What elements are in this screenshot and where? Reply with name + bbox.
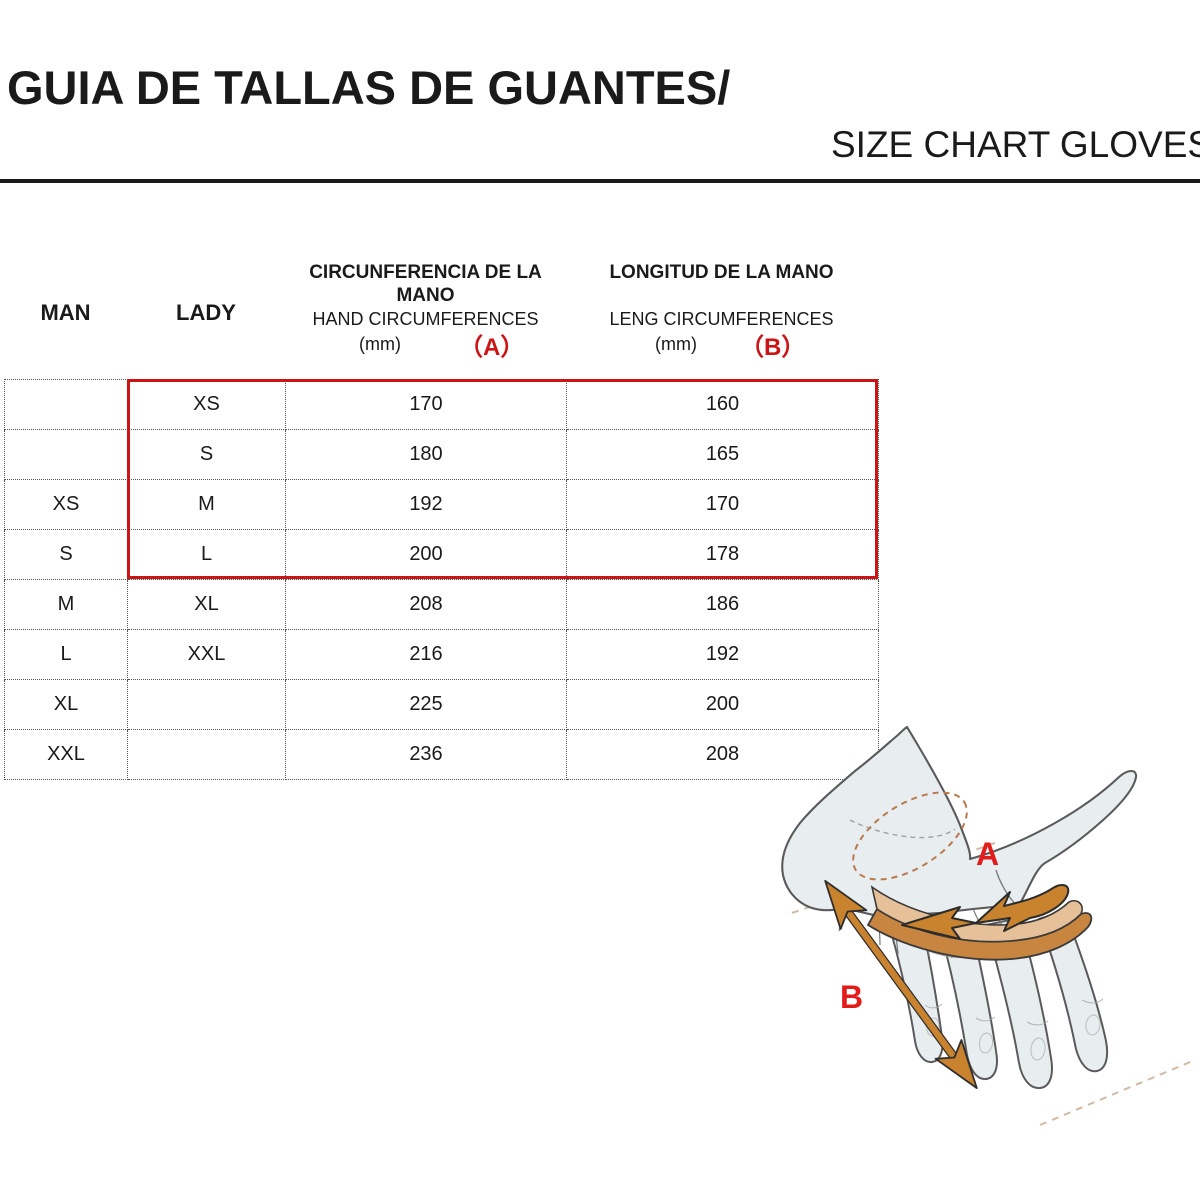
- svg-text:B: B: [840, 979, 863, 1015]
- svg-text:A: A: [976, 836, 999, 872]
